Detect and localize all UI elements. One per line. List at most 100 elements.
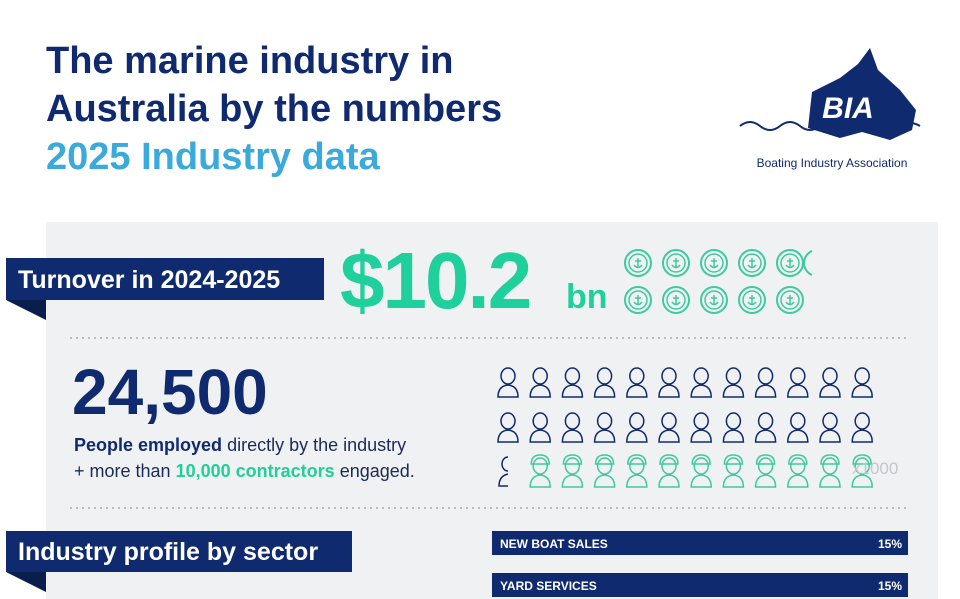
coin-icon (700, 249, 728, 277)
coin-outer (700, 286, 728, 314)
employee-icon (626, 367, 648, 398)
employment-text: People employed directly by the industry (74, 435, 406, 455)
employment-text: + more than 10,000 contractors engaged. (74, 461, 415, 481)
body (690, 429, 712, 443)
coin-icon (662, 286, 690, 314)
body (690, 474, 712, 488)
head (757, 457, 774, 475)
coin-outer (624, 249, 652, 277)
text: engaged. (340, 461, 415, 481)
coin-outer (662, 286, 690, 314)
body (754, 429, 777, 443)
coin-icon (776, 249, 804, 277)
title: The marine industry in (46, 40, 454, 82)
coin-inner (666, 290, 686, 310)
contractor-icon (787, 454, 809, 488)
sector-label: Industry profile by sector (18, 538, 318, 566)
employee-icon (722, 412, 745, 443)
text: + more than (74, 461, 171, 481)
employee-icon (787, 367, 809, 398)
sector-list: NEW BOAT SALES 15% YARD SERVICES 15% (492, 531, 908, 597)
coin-outer (662, 249, 690, 277)
coin-inner (742, 253, 762, 273)
body (851, 429, 873, 443)
employee-icon (529, 412, 551, 443)
coin-icon (803, 250, 813, 276)
employee-icon (497, 367, 519, 398)
people-icons (497, 367, 873, 488)
employee-icon (851, 412, 873, 443)
text: directly by the industry (227, 435, 406, 455)
contractor-icon (529, 454, 551, 488)
tag (6, 531, 352, 572)
employment-number: 24,500 (72, 356, 268, 428)
anchor (747, 295, 757, 306)
body (658, 429, 680, 443)
contractor-icon (754, 454, 777, 488)
body (754, 384, 777, 398)
employee-icon (819, 412, 841, 443)
coin-inner (704, 290, 724, 310)
contractor-icon (722, 454, 745, 488)
head (693, 412, 709, 430)
body (658, 474, 680, 488)
employee-icon (593, 412, 616, 443)
head (757, 412, 774, 430)
tag (6, 258, 324, 300)
head (629, 457, 645, 475)
head (790, 367, 806, 385)
sector-bar (492, 531, 908, 555)
body (722, 474, 745, 488)
turnover-amount: $10.2 (340, 236, 530, 325)
head (629, 412, 645, 430)
sector-share: 15% (878, 579, 902, 593)
coin-outer (738, 286, 766, 314)
logo: BIA Boating Industry Association (739, 48, 921, 170)
head (564, 457, 581, 475)
body (593, 474, 616, 488)
head (532, 412, 548, 430)
employee-icon (561, 367, 584, 398)
coin-icon (624, 249, 652, 277)
coin-inner (666, 253, 686, 273)
hard-hat (820, 454, 840, 465)
head (661, 457, 677, 475)
body (529, 384, 551, 398)
body (561, 384, 584, 398)
body (819, 429, 841, 443)
subtitle: 2025 Industry data (46, 136, 381, 178)
contractor-icon (593, 454, 616, 488)
highlight-text: 10,000 contractors (176, 461, 335, 481)
head (854, 367, 870, 385)
contractor-icon (658, 454, 680, 488)
coin-icons (624, 249, 813, 314)
anchor (633, 258, 643, 269)
coin-outer (624, 286, 652, 314)
head (693, 367, 709, 385)
body (754, 474, 777, 488)
body (819, 474, 841, 488)
head (661, 367, 677, 385)
contractor-icon (851, 454, 873, 488)
head (532, 457, 548, 475)
body (626, 474, 648, 488)
hard-hat (530, 454, 550, 465)
employee-icon (754, 367, 777, 398)
tag-fold (6, 572, 46, 592)
head (661, 412, 677, 430)
hard-hat (627, 454, 647, 465)
coin-inner (704, 253, 724, 273)
head (500, 412, 516, 430)
employee-icon (754, 412, 777, 443)
head (500, 367, 516, 385)
employee-icon (690, 412, 712, 443)
anchor (709, 258, 719, 269)
body (626, 384, 648, 398)
employee-icon (690, 367, 712, 398)
employee-icon (529, 367, 551, 398)
employee-icon (626, 412, 648, 443)
body (593, 429, 616, 443)
coin-icon (738, 249, 766, 277)
head (854, 457, 870, 475)
head (693, 457, 709, 475)
